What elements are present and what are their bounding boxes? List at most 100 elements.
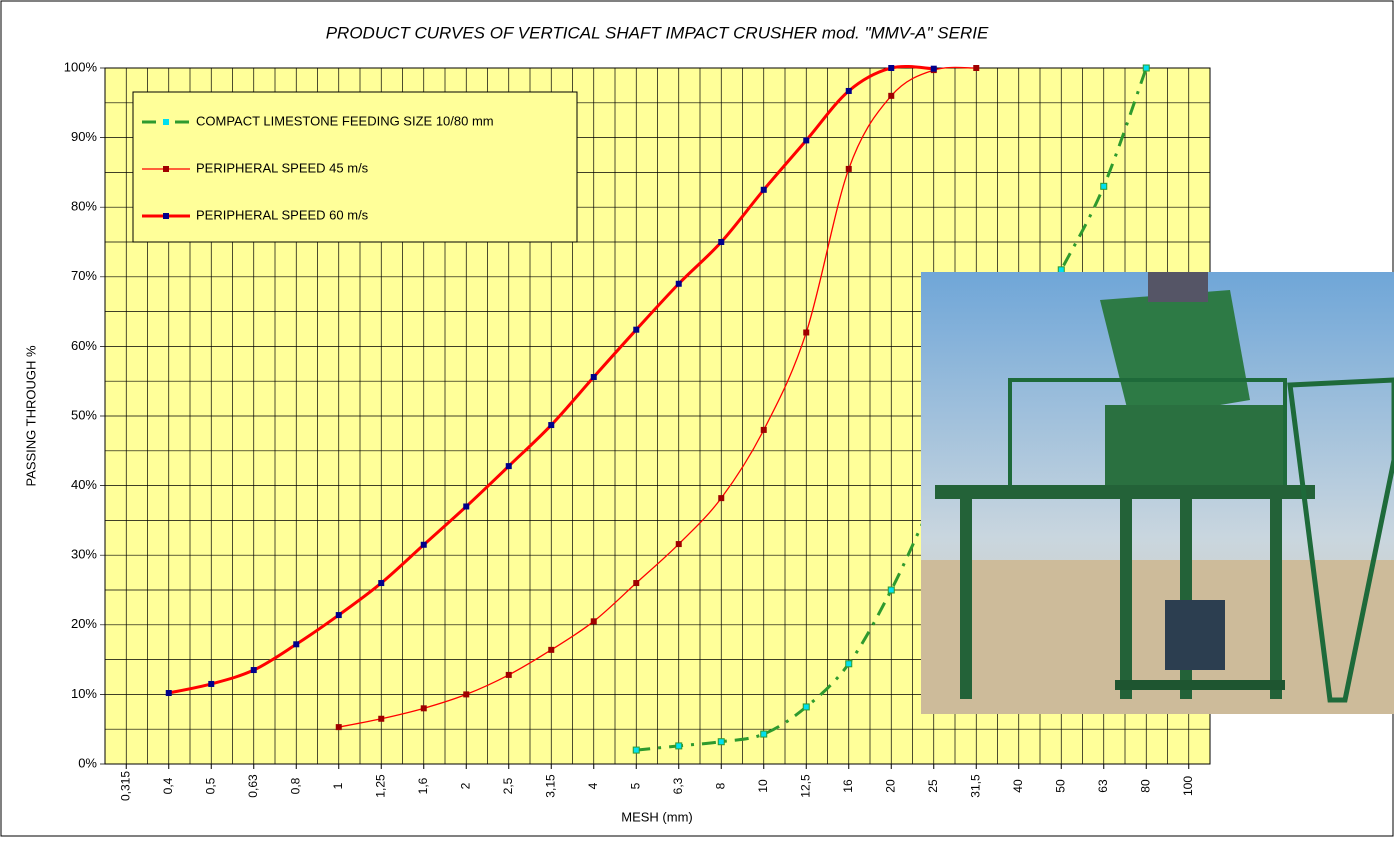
data-point bbox=[676, 541, 682, 547]
data-point bbox=[251, 667, 257, 673]
data-point bbox=[718, 495, 724, 501]
data-point bbox=[846, 88, 852, 94]
legend-marker bbox=[163, 213, 169, 219]
data-point bbox=[888, 65, 894, 71]
data-point bbox=[378, 580, 384, 586]
legend-label: PERIPHERAL SPEED 60 m/s bbox=[196, 207, 369, 222]
data-point bbox=[293, 641, 299, 647]
x-tick-label: 12,5 bbox=[798, 774, 812, 798]
y-tick-label: 90% bbox=[71, 129, 97, 144]
x-tick-label: 0,8 bbox=[288, 777, 302, 794]
data-point bbox=[591, 618, 597, 624]
y-tick-label: 80% bbox=[71, 199, 97, 214]
y-tick-label: 20% bbox=[71, 616, 97, 631]
x-tick-label: 20 bbox=[883, 779, 897, 793]
data-point bbox=[888, 587, 894, 593]
x-tick-label: 1,25 bbox=[373, 774, 387, 798]
data-point bbox=[591, 374, 597, 380]
data-point bbox=[931, 66, 937, 72]
x-axis-title: MESH (mm) bbox=[621, 809, 693, 824]
data-point bbox=[633, 747, 639, 753]
y-tick-label: 100% bbox=[64, 59, 98, 74]
x-tick-label: 40 bbox=[1011, 779, 1025, 793]
data-point bbox=[633, 580, 639, 586]
data-point bbox=[506, 463, 512, 469]
data-point bbox=[548, 647, 554, 653]
data-point bbox=[803, 137, 809, 143]
x-tick-label: 2 bbox=[458, 782, 472, 789]
data-point bbox=[506, 672, 512, 678]
data-point bbox=[803, 329, 809, 335]
y-tick-label: 30% bbox=[71, 547, 97, 562]
machine-body bbox=[1105, 405, 1285, 485]
x-tick-label: 10 bbox=[756, 779, 770, 793]
x-tick-label: 80 bbox=[1138, 779, 1152, 793]
data-point bbox=[761, 427, 767, 433]
data-point bbox=[463, 503, 469, 509]
chart-title: PRODUCT CURVES OF VERTICAL SHAFT IMPACT … bbox=[326, 23, 989, 42]
x-tick-label: 0,5 bbox=[203, 777, 217, 794]
x-tick-label: 0,4 bbox=[161, 777, 175, 794]
data-point bbox=[421, 542, 427, 548]
screen bbox=[1148, 272, 1208, 302]
x-tick-label: 0,63 bbox=[246, 774, 260, 798]
data-point bbox=[761, 187, 767, 193]
y-tick-label: 60% bbox=[71, 338, 97, 353]
photo bbox=[921, 272, 1394, 714]
data-point bbox=[1058, 267, 1064, 273]
x-tick-label: 31,5 bbox=[968, 774, 982, 798]
data-point bbox=[718, 239, 724, 245]
machine-motor bbox=[1165, 600, 1225, 670]
x-tick-label: 8 bbox=[713, 782, 727, 789]
x-tick-label: 0,315 bbox=[118, 771, 132, 801]
y-tick-label: 50% bbox=[71, 407, 97, 422]
machine-platform bbox=[935, 485, 1315, 499]
legend-marker bbox=[163, 119, 169, 125]
y-tick-label: 40% bbox=[71, 477, 97, 492]
y-tick-label: 70% bbox=[71, 268, 97, 283]
data-point bbox=[633, 327, 639, 333]
y-tick-label: 10% bbox=[71, 686, 97, 701]
data-point bbox=[888, 93, 894, 99]
chart: PRODUCT CURVES OF VERTICAL SHAFT IMPACT … bbox=[0, 0, 1394, 837]
legend-marker bbox=[163, 166, 169, 172]
data-point bbox=[208, 681, 214, 687]
machine-leg bbox=[960, 499, 972, 699]
x-tick-label: 5 bbox=[628, 782, 642, 789]
x-tick-label: 2,5 bbox=[501, 777, 515, 794]
x-tick-label: 6,3 bbox=[671, 777, 685, 794]
x-tick-label: 25 bbox=[926, 779, 940, 793]
x-tick-label: 1 bbox=[331, 782, 345, 789]
x-tick-label: 4 bbox=[586, 782, 600, 789]
data-point bbox=[973, 65, 979, 71]
legend-label: COMPACT LIMESTONE FEEDING SIZE 10/80 mm bbox=[196, 113, 494, 128]
x-tick-label: 50 bbox=[1053, 779, 1067, 793]
machine-base bbox=[1115, 680, 1285, 690]
legend-label: PERIPHERAL SPEED 45 m/s bbox=[196, 160, 369, 175]
data-point bbox=[548, 422, 554, 428]
machine-leg bbox=[1270, 499, 1282, 699]
data-point bbox=[761, 731, 767, 737]
data-point bbox=[378, 716, 384, 722]
data-point bbox=[463, 691, 469, 697]
y-axis-title: PASSING THROUGH % bbox=[23, 345, 38, 487]
x-tick-label: 63 bbox=[1096, 779, 1110, 793]
x-tick-label: 3,15 bbox=[543, 774, 557, 798]
machine-leg bbox=[1120, 499, 1132, 699]
data-point bbox=[421, 705, 427, 711]
data-point bbox=[803, 704, 809, 710]
data-point bbox=[676, 281, 682, 287]
data-point bbox=[846, 661, 852, 667]
data-point bbox=[1101, 183, 1107, 189]
data-point bbox=[336, 612, 342, 618]
x-tick-label: 100 bbox=[1181, 776, 1195, 796]
data-point bbox=[676, 743, 682, 749]
data-point bbox=[1143, 65, 1149, 71]
y-tick-label: 0% bbox=[78, 755, 97, 770]
x-tick-label: 1,6 bbox=[416, 777, 430, 794]
x-tick-label: 16 bbox=[841, 779, 855, 793]
data-point bbox=[336, 724, 342, 730]
data-point bbox=[846, 166, 852, 172]
data-point bbox=[718, 739, 724, 745]
data-point bbox=[166, 690, 172, 696]
